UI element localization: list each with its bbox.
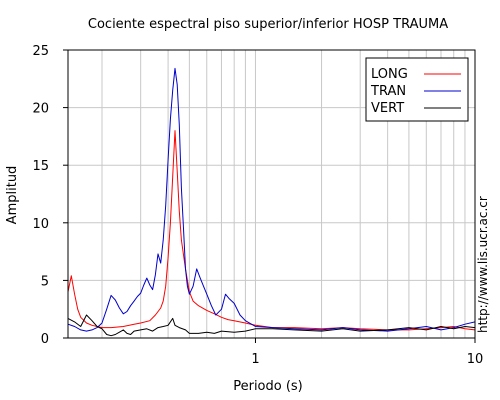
plot-frame [67, 49, 476, 339]
legend-label-vert: VERT [371, 101, 404, 116]
y-tick-label: 25 [32, 44, 49, 59]
legend-box [365, 57, 469, 122]
y-axis-ticks: 0 5 10 15 20 25 [32, 44, 68, 347]
y-tick-label: 0 [41, 332, 49, 347]
x-tick-label: 1 [251, 352, 259, 367]
y-tick-label: 10 [32, 217, 49, 232]
y-tick-label: 15 [32, 159, 49, 174]
source-url: http://www.lis.ucr.ac.cr [476, 196, 490, 333]
series-long-line [67, 130, 476, 331]
series-lines [67, 67, 476, 337]
series-tran-line [67, 67, 476, 332]
x-tick-label: 10 [467, 352, 484, 367]
y-tick-label: 20 [32, 102, 49, 117]
legend-label-long: LONG [371, 67, 408, 82]
chart-title: Cociente espectral piso superior/inferio… [88, 17, 448, 32]
y-tick-label: 5 [41, 274, 49, 289]
x-axis-label: Periodo (s) [233, 379, 303, 394]
legend-label-tran: TRAN [370, 84, 406, 99]
legend: LONG TRAN VERT [365, 57, 469, 122]
x-axis-ticks: 1 10 [251, 338, 483, 367]
series-vert-line [67, 314, 476, 337]
y-axis-label: Amplitud [5, 166, 20, 225]
